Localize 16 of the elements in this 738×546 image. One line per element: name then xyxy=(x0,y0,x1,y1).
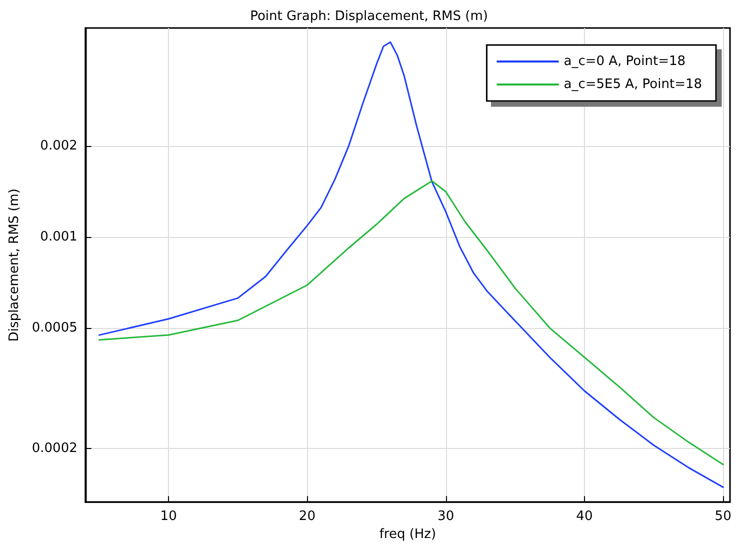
x-tick-label: 50 xyxy=(714,509,732,524)
x-tick-label: 20 xyxy=(298,509,316,524)
x-tick-label: 40 xyxy=(576,509,593,524)
y-tick-label: 0.0002 xyxy=(32,440,78,456)
legend-label: a_c=5E5 A, Point=18 xyxy=(564,77,702,92)
y-tick-label: 0.001 xyxy=(40,229,78,244)
y-tick-label: 0.002 xyxy=(40,138,78,154)
chart-title: Point Graph: Displacement, RMS (m) xyxy=(250,9,488,24)
line-series xyxy=(98,41,724,488)
x-axis-title: freq (Hz) xyxy=(379,527,436,542)
y-axis-title: Displacement, RMS (m) xyxy=(7,188,22,342)
x-tick-label: 10 xyxy=(160,509,177,524)
y-tick-label: 0.0005 xyxy=(32,320,78,336)
line-series xyxy=(98,180,724,466)
x-tick-label: 30 xyxy=(438,509,454,524)
legend-label: a_c=0 A, Point=18 xyxy=(564,54,686,69)
